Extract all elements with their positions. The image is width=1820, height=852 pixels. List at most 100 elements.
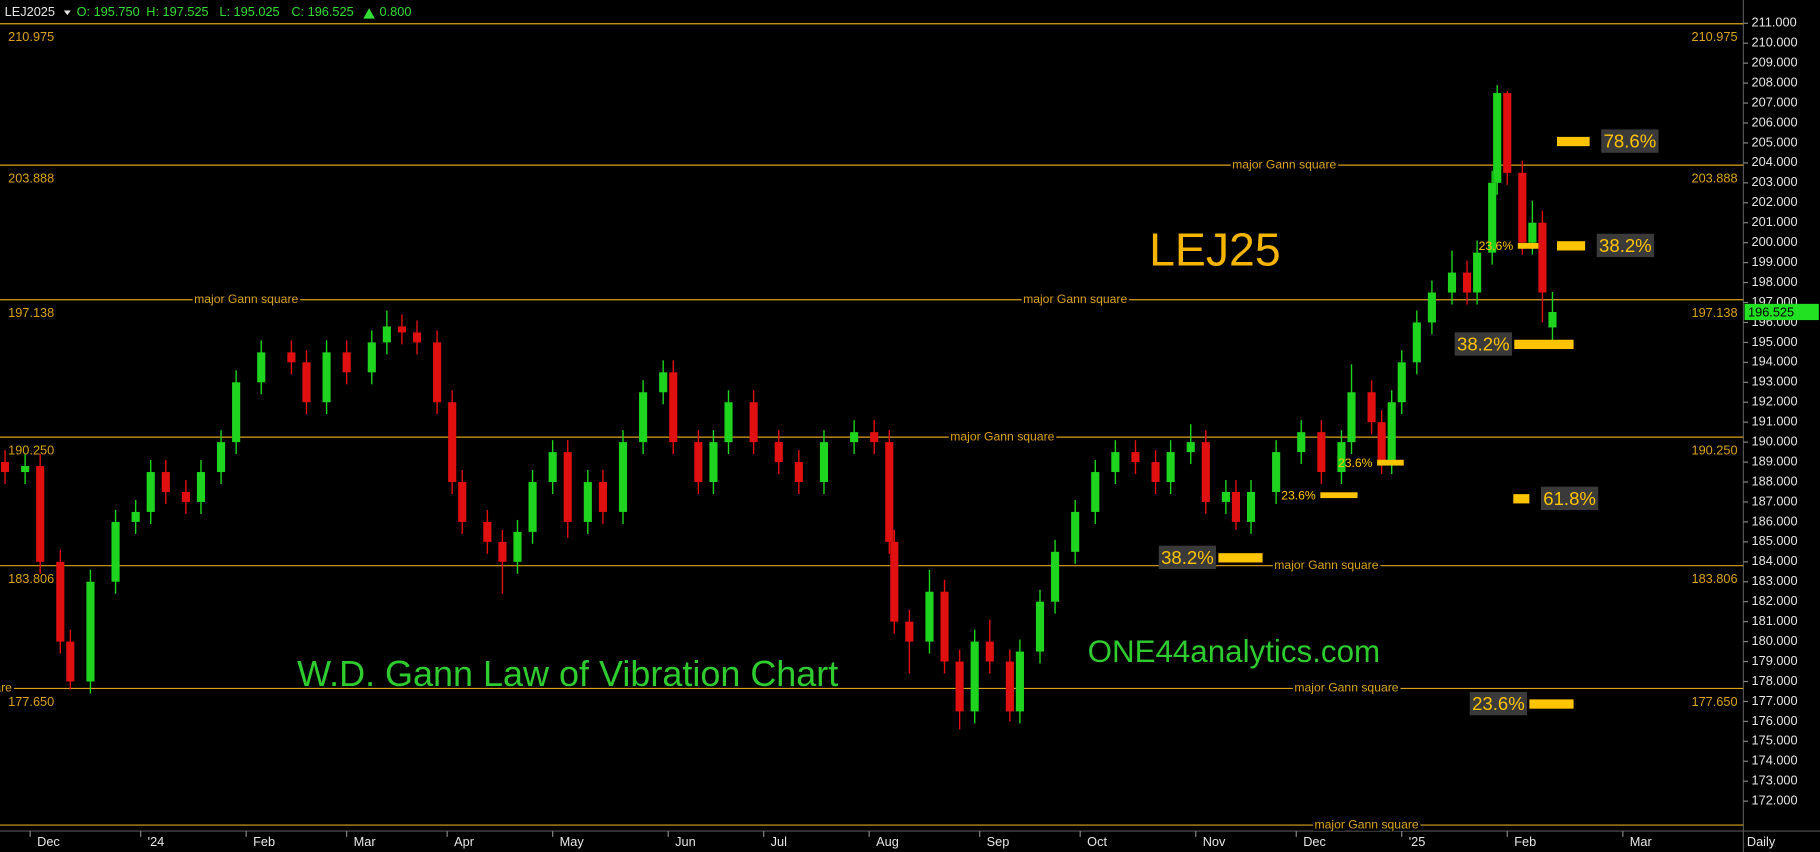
candle-body bbox=[196, 472, 206, 502]
candle-body bbox=[0, 462, 10, 473]
gann-level-label-right: 183.806 bbox=[1691, 571, 1737, 586]
candle-body bbox=[1548, 311, 1557, 328]
candle-body bbox=[382, 326, 391, 343]
candle-body bbox=[397, 326, 406, 333]
candle-body bbox=[618, 442, 628, 512]
gann-level-label-right: 190.250 bbox=[1691, 442, 1737, 457]
x-tick-label: Dec bbox=[37, 834, 60, 849]
fib-label-group: 23.6% bbox=[1338, 456, 1373, 470]
y-tick-label: 200.000 bbox=[1752, 234, 1798, 249]
y-tick-label: 209.000 bbox=[1752, 55, 1798, 70]
candle-body bbox=[694, 442, 703, 483]
gann-level-label-left: 197.138 bbox=[8, 305, 54, 320]
fib-label: 23.6% bbox=[1338, 456, 1373, 470]
fib-label-group: 23.6% bbox=[1479, 239, 1514, 253]
symbol-menu-icon[interactable] bbox=[63, 10, 71, 16]
candle-body bbox=[1412, 322, 1421, 363]
x-tick-label: Apr bbox=[454, 834, 475, 849]
fib-label-background bbox=[1596, 233, 1655, 258]
fib-marker bbox=[1377, 459, 1404, 466]
high-value: H: 197.525 bbox=[146, 4, 208, 19]
y-tick-label: 206.000 bbox=[1752, 114, 1798, 129]
candle-body bbox=[232, 382, 241, 443]
candle-body bbox=[1186, 442, 1195, 453]
candle-body bbox=[21, 466, 30, 473]
candle-body bbox=[1503, 93, 1512, 173]
candle-body bbox=[583, 482, 592, 522]
candle-body bbox=[412, 332, 422, 343]
x-tick-label: '24 bbox=[148, 834, 165, 849]
x-tick-label: Mar bbox=[1630, 834, 1653, 849]
candle-body bbox=[483, 521, 492, 542]
y-tick-label: 202.000 bbox=[1752, 194, 1798, 209]
candle-body bbox=[1387, 402, 1396, 463]
y-tick-label: 173.000 bbox=[1752, 773, 1798, 788]
last-price-label: 196.525 bbox=[1748, 305, 1794, 320]
candle-body bbox=[669, 372, 678, 443]
candle-body bbox=[302, 362, 311, 403]
fib-marker bbox=[1556, 241, 1586, 251]
x-tick-label: Jul bbox=[771, 834, 787, 849]
gann-square-label: major Gann square bbox=[1232, 157, 1336, 171]
y-tick-label: 189.000 bbox=[1752, 453, 1798, 468]
candle-body bbox=[1015, 651, 1024, 712]
candle-body bbox=[181, 491, 190, 502]
x-tick-label: Feb bbox=[253, 834, 275, 849]
candle-body bbox=[955, 661, 964, 712]
candle-body bbox=[342, 352, 351, 373]
fib-label: 23.6% bbox=[1281, 489, 1316, 503]
y-tick-label: 198.000 bbox=[1752, 274, 1798, 289]
fib-marker bbox=[1514, 339, 1574, 350]
candle-body bbox=[905, 621, 914, 642]
fib-label: 61.8% bbox=[1543, 488, 1596, 509]
candle-body bbox=[890, 541, 899, 622]
candle-body bbox=[1231, 491, 1241, 522]
y-tick-label: 172.000 bbox=[1752, 793, 1798, 808]
candle-body bbox=[1166, 452, 1175, 483]
x-tick-label: Oct bbox=[1087, 834, 1107, 849]
gann-level-label-left: 203.888 bbox=[8, 170, 54, 185]
candle-body bbox=[161, 472, 170, 492]
fib-marker bbox=[1513, 494, 1530, 504]
candle-body bbox=[724, 402, 733, 443]
candle-body bbox=[1221, 491, 1230, 502]
x-tick-label: Mar bbox=[354, 834, 377, 849]
fib-label-group: 38.2% bbox=[1596, 233, 1655, 258]
candle-body bbox=[217, 442, 226, 473]
gann-square-label: major Gann square bbox=[0, 681, 12, 695]
x-tick-label: Nov bbox=[1203, 834, 1226, 849]
gann-square-label: major Gann square bbox=[1274, 558, 1378, 572]
x-tick-label: Aug bbox=[876, 834, 899, 849]
candle-body bbox=[36, 466, 45, 562]
fib-marker bbox=[1320, 492, 1358, 499]
fib-label-group: 38.2% bbox=[1158, 545, 1217, 570]
fib-label-background bbox=[1454, 332, 1512, 356]
fib-marker bbox=[1218, 553, 1263, 563]
y-tick-label: 188.000 bbox=[1752, 473, 1798, 488]
gann-level-label-left: 210.975 bbox=[8, 29, 54, 44]
candle-body bbox=[433, 342, 442, 403]
gann-level-label-left: 177.650 bbox=[8, 694, 54, 709]
chart-caption: W.D. Gann Law of Vibration Chart bbox=[297, 653, 838, 694]
fib-label: 38.2% bbox=[1599, 235, 1652, 256]
candle-body bbox=[1347, 392, 1356, 443]
y-tick-label: 178.000 bbox=[1752, 673, 1798, 688]
candle-body bbox=[498, 541, 507, 562]
candle-body bbox=[1518, 172, 1527, 243]
candle-body bbox=[1337, 442, 1346, 473]
watermark: ONE44analytics.com bbox=[1088, 634, 1381, 669]
header: LEJ2025 O: 195.750 H: 197.525 L: 195.025… bbox=[5, 4, 412, 19]
period-label: Daily bbox=[1747, 834, 1776, 849]
candle-body bbox=[1463, 272, 1472, 293]
x-tick-label: '25 bbox=[1409, 834, 1426, 849]
y-tick-label: 207.000 bbox=[1752, 94, 1798, 109]
gann-square-label: major Gann square bbox=[950, 429, 1054, 443]
fib-marker bbox=[1517, 242, 1539, 249]
candle-body bbox=[1538, 222, 1547, 293]
fib-label: 38.2% bbox=[1161, 547, 1214, 568]
fib-label: 23.6% bbox=[1479, 239, 1514, 253]
fib-label-group: 78.6% bbox=[1601, 129, 1659, 153]
